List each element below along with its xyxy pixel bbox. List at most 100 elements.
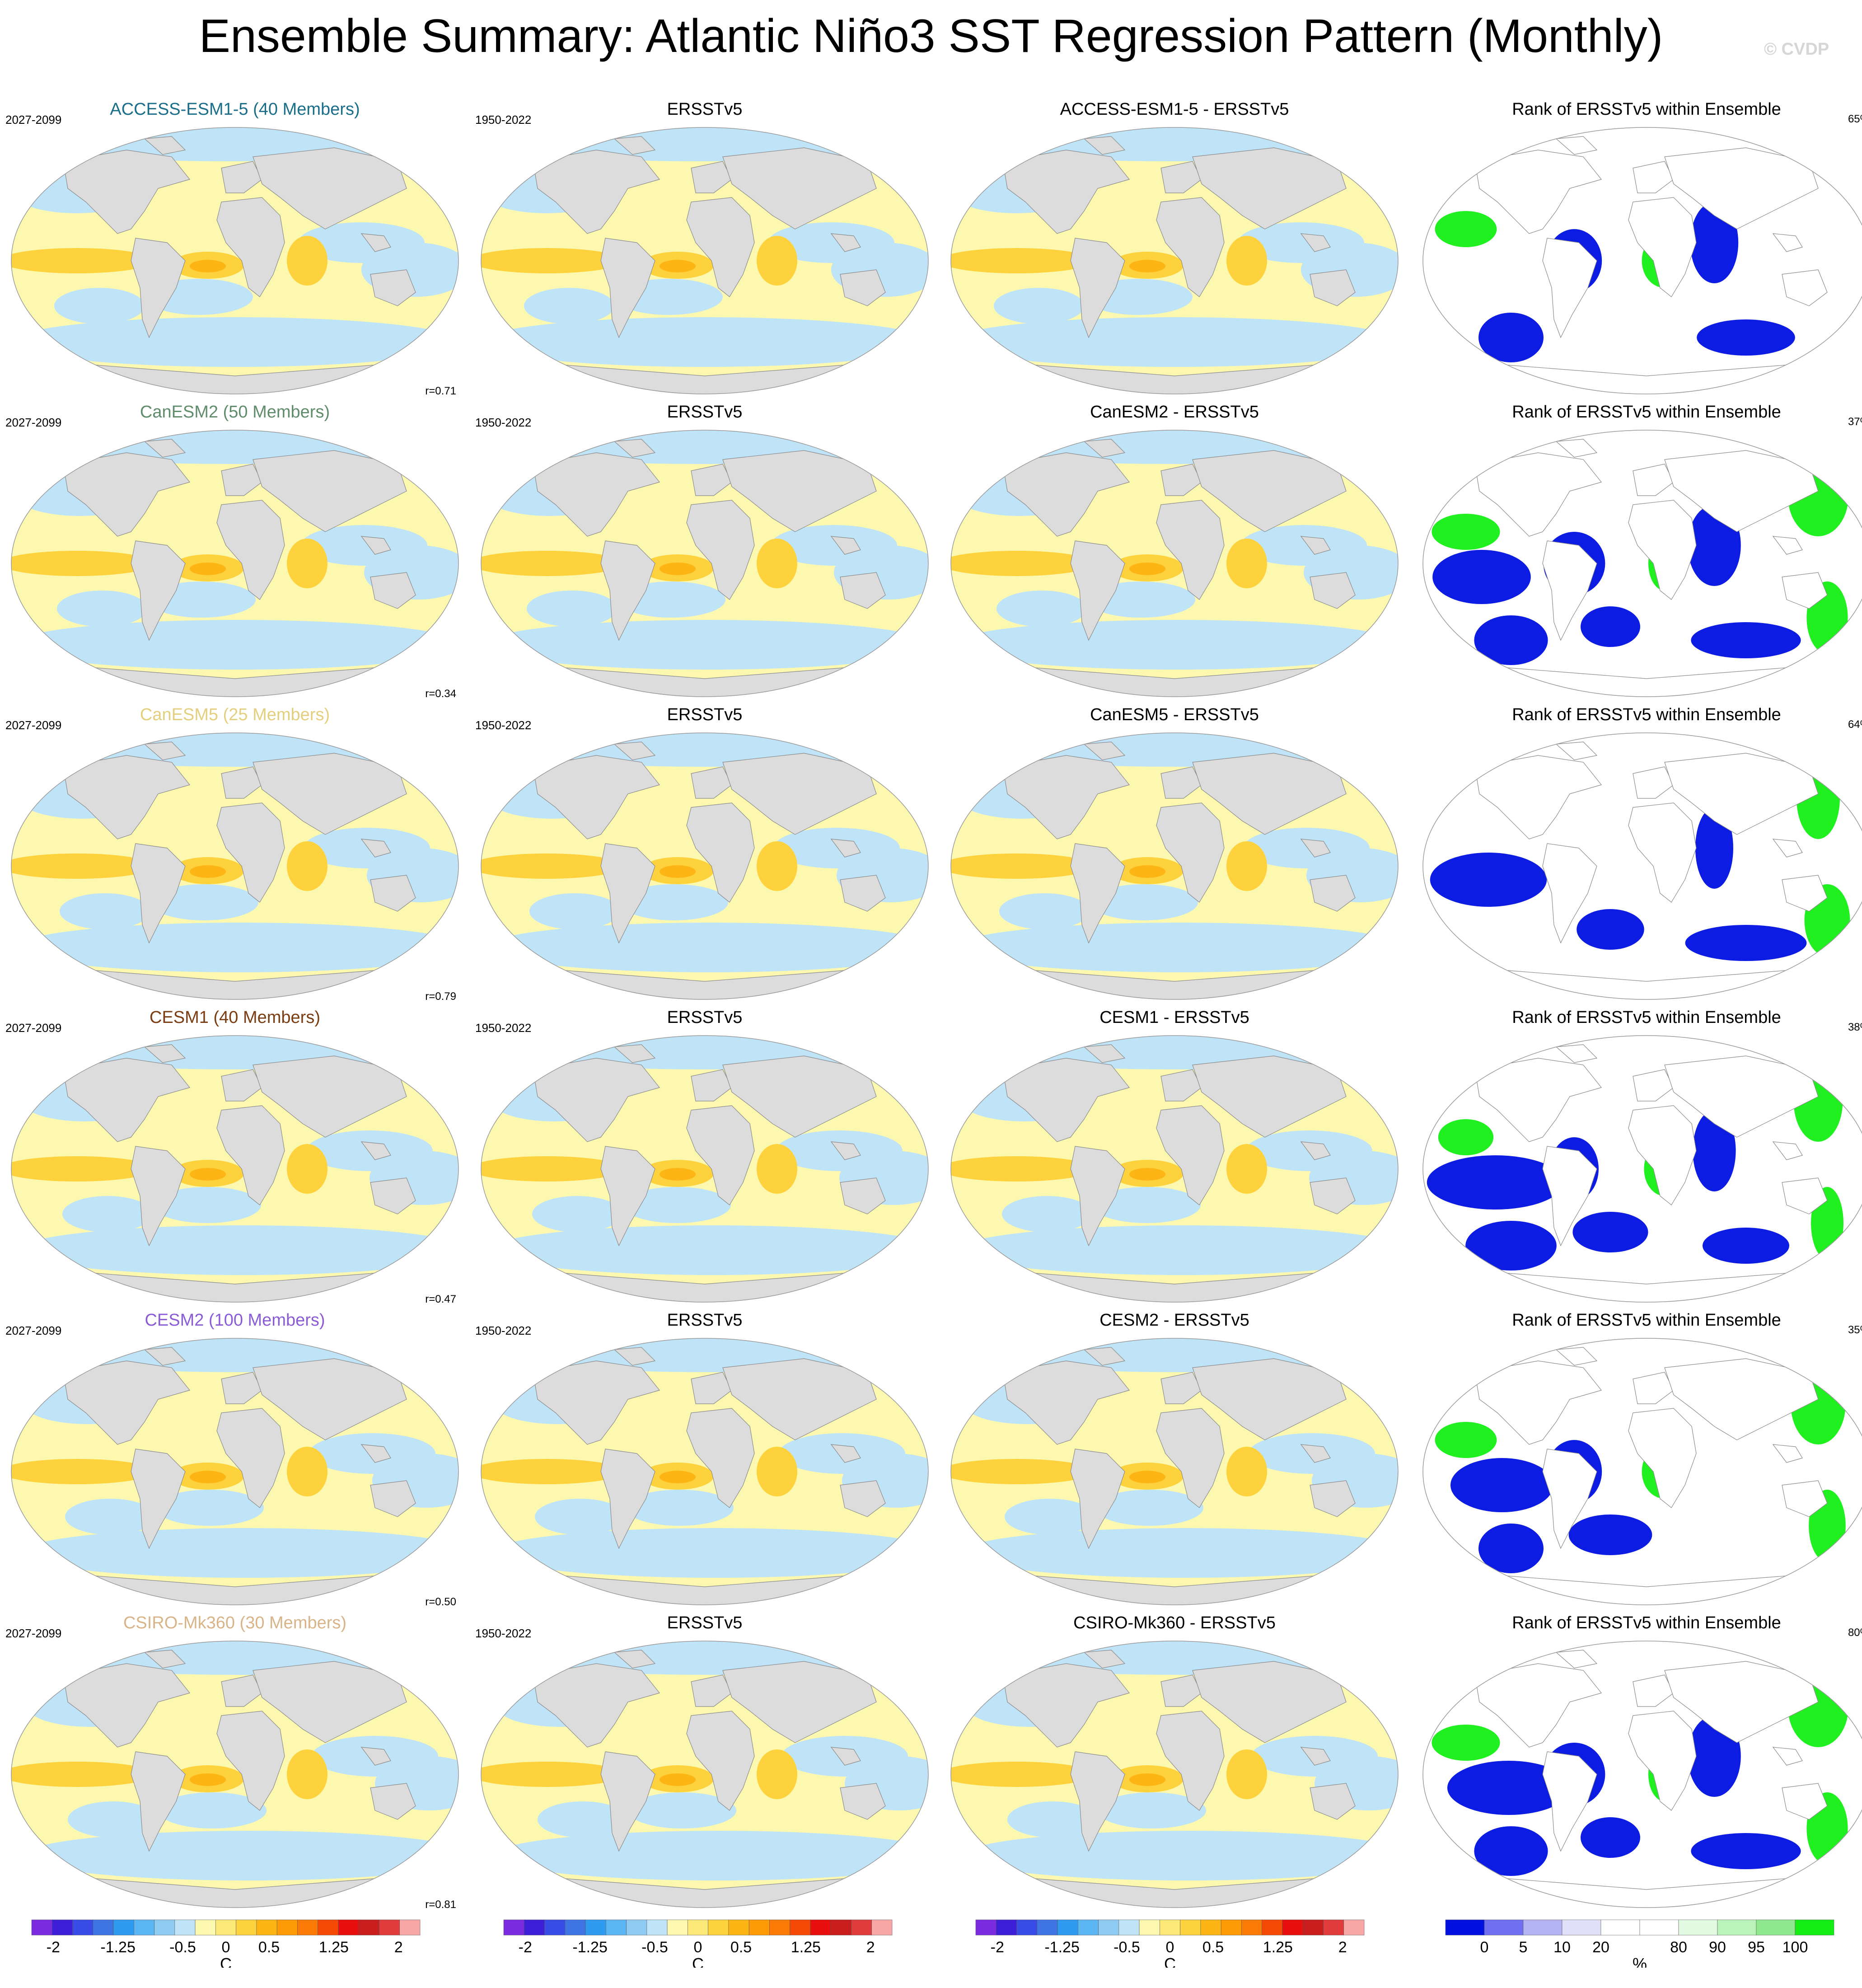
colorbar-swatch xyxy=(769,1919,790,1936)
colorbar-tick-label: -0.5 xyxy=(1113,1939,1140,1956)
pattern-correlation: r=0.50 xyxy=(425,1596,456,1608)
panel-model-1: ACCESS-ESM1-5 (40 Members) 2027-2099 r=0.7… xyxy=(5,100,461,403)
colorbar-swatch xyxy=(626,1919,647,1936)
colorbar-swatch xyxy=(93,1919,114,1936)
rank-colorbar: 0 5 10 20 80 90 95 100% xyxy=(1445,1919,1834,1968)
colorbar-swatch xyxy=(565,1919,586,1936)
colorbar-tick-label: 80 xyxy=(1670,1939,1687,1956)
panel-obs-2: ERSSTv5 1950-2022 xyxy=(475,403,931,706)
panel-period: 2027-2099 xyxy=(5,1627,62,1640)
colorbar-swatch xyxy=(749,1919,770,1936)
panel-diff-1: ACCESS-ESM1-5 - ERSSTv5 xyxy=(949,100,1400,403)
panel-title: ERSSTv5 xyxy=(667,100,743,119)
colorbar-tick-label: -2 xyxy=(47,1939,60,1956)
colorbar-swatch xyxy=(667,1919,688,1936)
colorbar-swatch xyxy=(1037,1919,1058,1936)
world-map xyxy=(11,1035,459,1303)
panel-title: Rank of ERSSTv5 within Ensemble xyxy=(1512,1613,1781,1632)
panel-title: Rank of ERSSTv5 within Ensemble xyxy=(1512,100,1781,119)
colorbar-swatch xyxy=(51,1919,73,1936)
colorbar-tick-label: 1.25 xyxy=(1263,1939,1293,1956)
panel-rank-4: Rank of ERSSTv5 within Ensemble 38% xyxy=(1421,1008,1862,1311)
world-map xyxy=(1422,127,1862,394)
colorbar-swatch xyxy=(1302,1919,1324,1936)
colorbar-swatch xyxy=(708,1919,729,1936)
panel-period: 2027-2099 xyxy=(5,1324,62,1337)
panel-obs-3: ERSSTv5 1950-2022 xyxy=(475,705,931,1008)
colorbar-swatch xyxy=(1098,1919,1119,1936)
world-map xyxy=(11,1338,459,1605)
panel-period: 2027-2099 xyxy=(5,416,62,429)
world-map xyxy=(1422,430,1862,697)
colorbar-swatch xyxy=(154,1919,175,1936)
pattern-correlation: r=0.34 xyxy=(425,688,456,700)
panel-model-4: CESM1 (40 Members) 2027-2099 r=0.47 xyxy=(5,1008,461,1311)
colorbar-swatch xyxy=(1160,1919,1180,1936)
colorbar-swatch xyxy=(1756,1919,1796,1936)
colorbar-swatch xyxy=(1221,1919,1242,1936)
colorbar-tick-label: -2 xyxy=(519,1939,532,1956)
colorbar-swatch xyxy=(996,1919,1017,1936)
panel-rank-percent: 64% xyxy=(1848,718,1862,731)
colorbar-tick-label: 0 xyxy=(1480,1939,1489,1956)
colorbar-swatch xyxy=(1343,1919,1365,1936)
colorbar-tick-label: 0 xyxy=(694,1939,702,1956)
colorbar-tick-label: 2 xyxy=(1338,1939,1347,1956)
colorbar-swatch xyxy=(1484,1919,1524,1936)
colorbar-swatch xyxy=(728,1919,749,1936)
colorbar-tick-label: -1.25 xyxy=(100,1939,136,1956)
colorbar-tick-label: 0.5 xyxy=(730,1939,752,1956)
world-map xyxy=(11,732,459,1000)
panel-title: ACCESS-ESM1-5 - ERSSTv5 xyxy=(1060,100,1289,119)
panel-period: 1950-2022 xyxy=(475,416,532,429)
panel-title: CanESM5 (25 Members) xyxy=(140,705,330,724)
colorbar-unit: C xyxy=(220,1955,232,1968)
panel-rank-percent: 38% xyxy=(1848,1021,1862,1033)
colorbar-swatch xyxy=(1016,1919,1038,1936)
colorbar-swatch xyxy=(503,1919,524,1936)
world-map xyxy=(11,1641,459,1908)
colorbar-swatch xyxy=(688,1919,708,1936)
panel-model-3: CanESM5 (25 Members) 2027-2099 r=0.79 xyxy=(5,705,461,1008)
colorbar-swatch xyxy=(1600,1919,1640,1936)
colorbar-tick-label: 1.25 xyxy=(319,1939,349,1956)
colorbar-swatch xyxy=(1241,1919,1262,1936)
colorbar-swatch xyxy=(1262,1919,1283,1936)
colorbar-tick-label: -0.5 xyxy=(641,1939,668,1956)
panel-obs-1: ERSSTv5 1950-2022 xyxy=(475,100,931,403)
colorbar-tick-label: 0 xyxy=(1166,1939,1174,1956)
panel-rank-percent: 80% xyxy=(1848,1627,1862,1639)
colorbar-tick-label: -0.5 xyxy=(169,1939,196,1956)
panel-title: ERSSTv5 xyxy=(667,1008,743,1027)
panel-rank-5: Rank of ERSSTv5 within Ensemble 35% xyxy=(1421,1311,1862,1614)
colorbar-swatch xyxy=(1795,1919,1834,1936)
colorbar-tick-label: -1.25 xyxy=(1044,1939,1080,1956)
colorbar-tick-label: 90 xyxy=(1709,1939,1726,1956)
colorbar-tick-label: 2 xyxy=(394,1939,403,1956)
panel-title: CanESM5 - ERSSTv5 xyxy=(1090,705,1259,724)
colorbar-swatch xyxy=(646,1919,668,1936)
pattern-correlation: r=0.47 xyxy=(425,1293,456,1305)
panel-rank-1: Rank of ERSSTv5 within Ensemble 65% xyxy=(1421,100,1862,403)
watermark: © CVDP xyxy=(1764,40,1829,59)
panel-rank-3: Rank of ERSSTv5 within Ensemble 64% xyxy=(1421,705,1862,1008)
colorbar-unit: C xyxy=(1164,1955,1176,1968)
colorbar-swatch xyxy=(276,1919,298,1936)
world-map xyxy=(950,1641,1399,1908)
pattern-correlation: r=0.81 xyxy=(425,1899,456,1911)
world-map xyxy=(950,732,1399,1000)
sst-colorbar-2: -2 -1.25 -0.5 0 0.5 1.25 2 C xyxy=(503,1919,893,1968)
panel-obs-4: ERSSTv5 1950-2022 xyxy=(475,1008,931,1311)
colorbar-swatch xyxy=(830,1919,851,1936)
panel-title: Rank of ERSSTv5 within Ensemble xyxy=(1512,403,1781,422)
colorbar-tick-label: 10 xyxy=(1553,1939,1571,1956)
colorbar-swatch xyxy=(31,1919,52,1936)
colorbar-tick-label: 0 xyxy=(222,1939,230,1956)
panel-diff-6: CSIRO-Mk360 - ERSSTv5 xyxy=(949,1613,1400,1917)
panel-period: 2027-2099 xyxy=(5,113,62,127)
colorbar-tick-label: -2 xyxy=(991,1939,1004,1956)
panel-diff-2: CanESM2 - ERSSTv5 xyxy=(949,403,1400,706)
colorbar-swatch xyxy=(1200,1919,1221,1936)
pattern-correlation: r=0.71 xyxy=(425,385,456,397)
colorbar-swatch xyxy=(1078,1919,1099,1936)
